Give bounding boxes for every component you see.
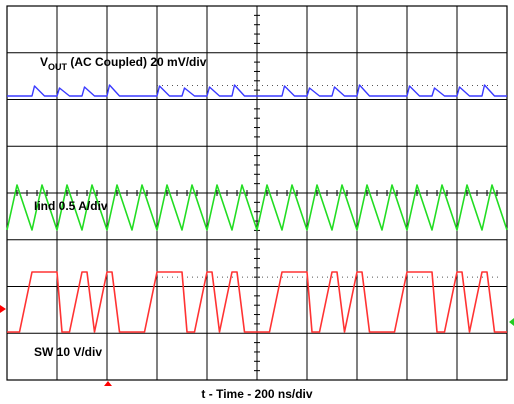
trace-sw xyxy=(7,271,507,333)
iind-label: Iind 0.5 A/div xyxy=(34,199,108,213)
trace-vout xyxy=(7,84,507,97)
ground-marker-left xyxy=(0,305,6,313)
ground-marker-right xyxy=(509,318,514,326)
trigger-marker-bottom xyxy=(104,381,112,386)
vout-label: VOUT (AC Coupled) 20 mV/div xyxy=(40,55,207,72)
x-axis-label: t - Time - 200 ns/div xyxy=(201,387,312,401)
traces xyxy=(6,84,508,333)
channel-labels: VOUT (AC Coupled) 20 mV/div Iind 0.5 A/d… xyxy=(34,55,207,359)
trace-iind xyxy=(6,184,508,231)
markers xyxy=(0,305,514,386)
sw-label: SW 10 V/div xyxy=(34,345,102,359)
